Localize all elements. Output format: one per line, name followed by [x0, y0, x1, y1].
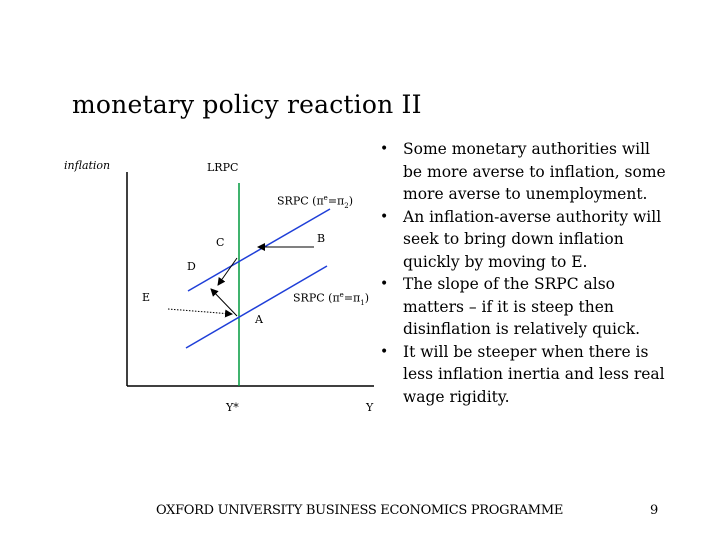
point-d-label: D	[187, 260, 196, 273]
bullet-item: • The slope of the SRPC also matters – if…	[380, 275, 641, 338]
bullet-item: • Some monetary authorities will be more …	[380, 140, 666, 203]
y-axis-label: inflation	[64, 159, 111, 172]
bullet-item: • An inflation-averse authority will seek…	[380, 207, 662, 271]
dotted-arrow-to-a	[167, 308, 233, 318]
point-c-label: C	[216, 236, 225, 249]
bullet-list: • Some monetary authorities will be more …	[378, 138, 668, 408]
point-b-label: B	[317, 232, 326, 245]
bullet-dot-icon: •	[380, 208, 389, 225]
x-axis-ystar-label: Y*	[226, 401, 239, 414]
slide-title: monetary policy reaction II	[72, 90, 422, 119]
bullet-dot-icon: •	[380, 276, 389, 292]
bullet-dot-icon: •	[380, 141, 389, 157]
srpc-1-label: SRPC (πe=π1)	[293, 291, 370, 307]
slide-footer: OXFORD UNIVERSITY BUSINESS ECONOMICS PRO…	[156, 503, 564, 518]
point-e-label: E	[142, 291, 151, 304]
lrpc-label: LRPC	[207, 161, 239, 174]
bullet-dot-icon: •	[380, 343, 389, 360]
point-a-label: A	[255, 313, 263, 326]
x-axis-y-label: Y	[366, 401, 374, 414]
bullet-item: • It will be steeper when there is less i…	[380, 342, 665, 406]
arrow-to-e	[210, 288, 238, 317]
srpc-2-label: SRPC (πe=π2)	[277, 194, 354, 210]
srpc-2-line	[187, 208, 331, 292]
srpc-1-line	[185, 265, 328, 349]
arrow-to-d	[217, 257, 238, 286]
page-number: 9	[650, 503, 659, 518]
